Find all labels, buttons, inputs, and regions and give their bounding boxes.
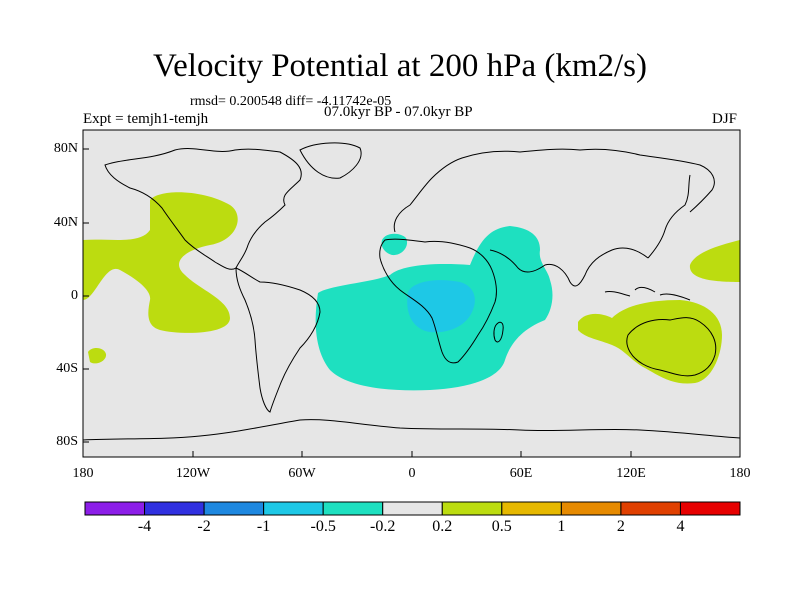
colorbar-label-4: -0.2 xyxy=(370,518,396,535)
colorbar-label-8: 2 xyxy=(616,518,625,535)
colorbar-label-0: -4 xyxy=(137,518,152,535)
lat-label-40n: 40N xyxy=(53,215,78,230)
lat-label-40s: 40S xyxy=(56,361,78,376)
lon-label-120w: 120W xyxy=(175,466,211,481)
map-title: Velocity Potential at 200 hPa (km2/s) xyxy=(152,48,648,84)
lon-label-0: 0 xyxy=(408,466,416,481)
colorbar-box-5 xyxy=(382,501,443,516)
madagascar-coast xyxy=(493,321,504,343)
australia-positive-region xyxy=(578,300,722,384)
lon-label-180w: 180 xyxy=(72,466,94,481)
africa-core-negative-region xyxy=(407,280,475,333)
coastlines xyxy=(82,142,741,441)
colorbar-label-6: 0.5 xyxy=(491,518,512,535)
colorbar-box-7 xyxy=(501,501,562,516)
colorbar-box-10 xyxy=(679,501,741,516)
lat-label-80n: 80N xyxy=(53,141,78,156)
experiment-label: Expt = temjh1-temjh xyxy=(83,111,209,127)
maritime-continent-coast xyxy=(604,286,691,301)
colorbar-box-3 xyxy=(263,501,324,516)
colorbar-label-7: 1 xyxy=(557,518,566,535)
lon-label-60w: 60W xyxy=(288,466,316,481)
lon-label-120e: 120E xyxy=(616,466,646,481)
colorbar-box-6 xyxy=(441,501,503,516)
colorbar-box-8 xyxy=(560,501,622,516)
colorbar-label-9: 4 xyxy=(676,518,685,535)
colorbar-box-2 xyxy=(203,501,265,516)
axis-ticks xyxy=(83,148,632,457)
colorbar-label-1: -2 xyxy=(197,518,211,535)
season-label: DJF xyxy=(712,111,738,127)
period-label: 07.0kyr BP - 07.0kyr BP xyxy=(324,104,473,120)
pacific-small-positive-region xyxy=(88,348,107,364)
lat-label-80s: 80S xyxy=(56,434,78,449)
anomaly-regions xyxy=(83,192,740,391)
australia-coast xyxy=(626,317,717,377)
lat-label-0: 0 xyxy=(71,288,78,303)
colorbar-label-2: -1 xyxy=(256,518,271,535)
arabia-india-coast xyxy=(489,247,649,287)
colorbar-box-4 xyxy=(322,501,384,516)
lon-label-60e: 60E xyxy=(509,466,533,481)
south-america-coast xyxy=(235,267,321,413)
north-america-coast xyxy=(104,148,302,270)
lon-label-180e: 180 xyxy=(729,466,751,481)
colorbar xyxy=(84,501,741,516)
europe-coast xyxy=(393,148,715,233)
antarctica-coast xyxy=(82,419,741,441)
greenland-coast xyxy=(299,142,362,179)
colorbar-label-3: -0.5 xyxy=(310,518,336,535)
colorbar-label-5: 0.2 xyxy=(432,518,453,535)
colorbar-box-9 xyxy=(620,501,681,516)
east-asia-coast xyxy=(647,174,691,259)
pacific-east-positive-region xyxy=(83,192,238,333)
africa-coast xyxy=(379,238,497,364)
east-pacific-west-positive-region xyxy=(689,240,740,282)
stats-text: rmsd= 0.200548 diff= -4.11742e-05 xyxy=(190,94,392,109)
colorbar-box-1 xyxy=(144,501,205,516)
colorbar-box-0 xyxy=(84,501,146,516)
